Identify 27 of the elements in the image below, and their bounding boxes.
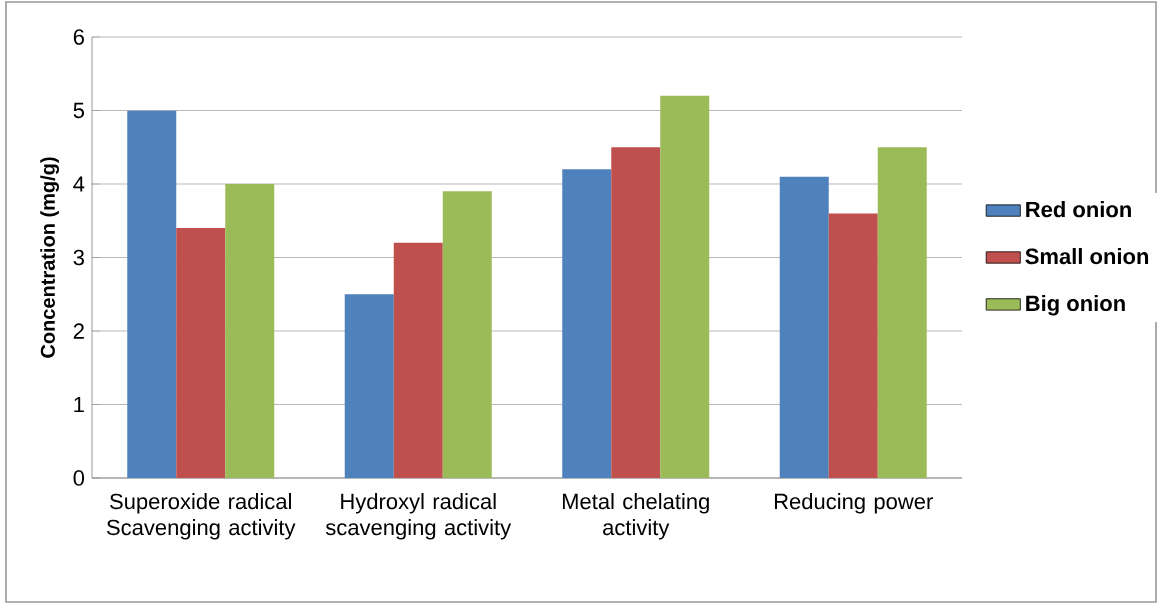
y-axis-title: Concentration (mg/g) [40,157,59,358]
bar [828,213,878,478]
y-tick-label: 4 [73,176,85,192]
y-tick-label: 1 [74,396,84,413]
bar [877,147,927,478]
bar [660,95,710,478]
bar [442,191,492,478]
legend-label: Small onion [1025,248,1149,265]
bar [127,110,177,478]
bar [562,169,612,478]
bar [393,242,443,478]
x-tick-label: Reducing power [774,493,933,514]
legend-label: Big onion [1026,294,1125,316]
x-tick-label: Hydroxyl radical scavenging activity [325,493,512,540]
y-tick-label: 6 [73,29,84,45]
bar [225,184,275,478]
x-tick-label: Metal chelating activity [562,493,709,540]
bar [344,294,394,478]
y-tick-label: 0 [73,470,85,486]
bar [779,176,829,478]
x-tick-label: Superoxide radical Scavenging activity [106,493,296,540]
y-tick-label: 3 [73,249,84,266]
legend-label: Red onion [1026,201,1131,218]
y-tick-label: 5 [73,102,84,119]
bar [176,228,226,478]
y-tick-label: 2 [73,323,84,339]
bar [611,147,661,478]
